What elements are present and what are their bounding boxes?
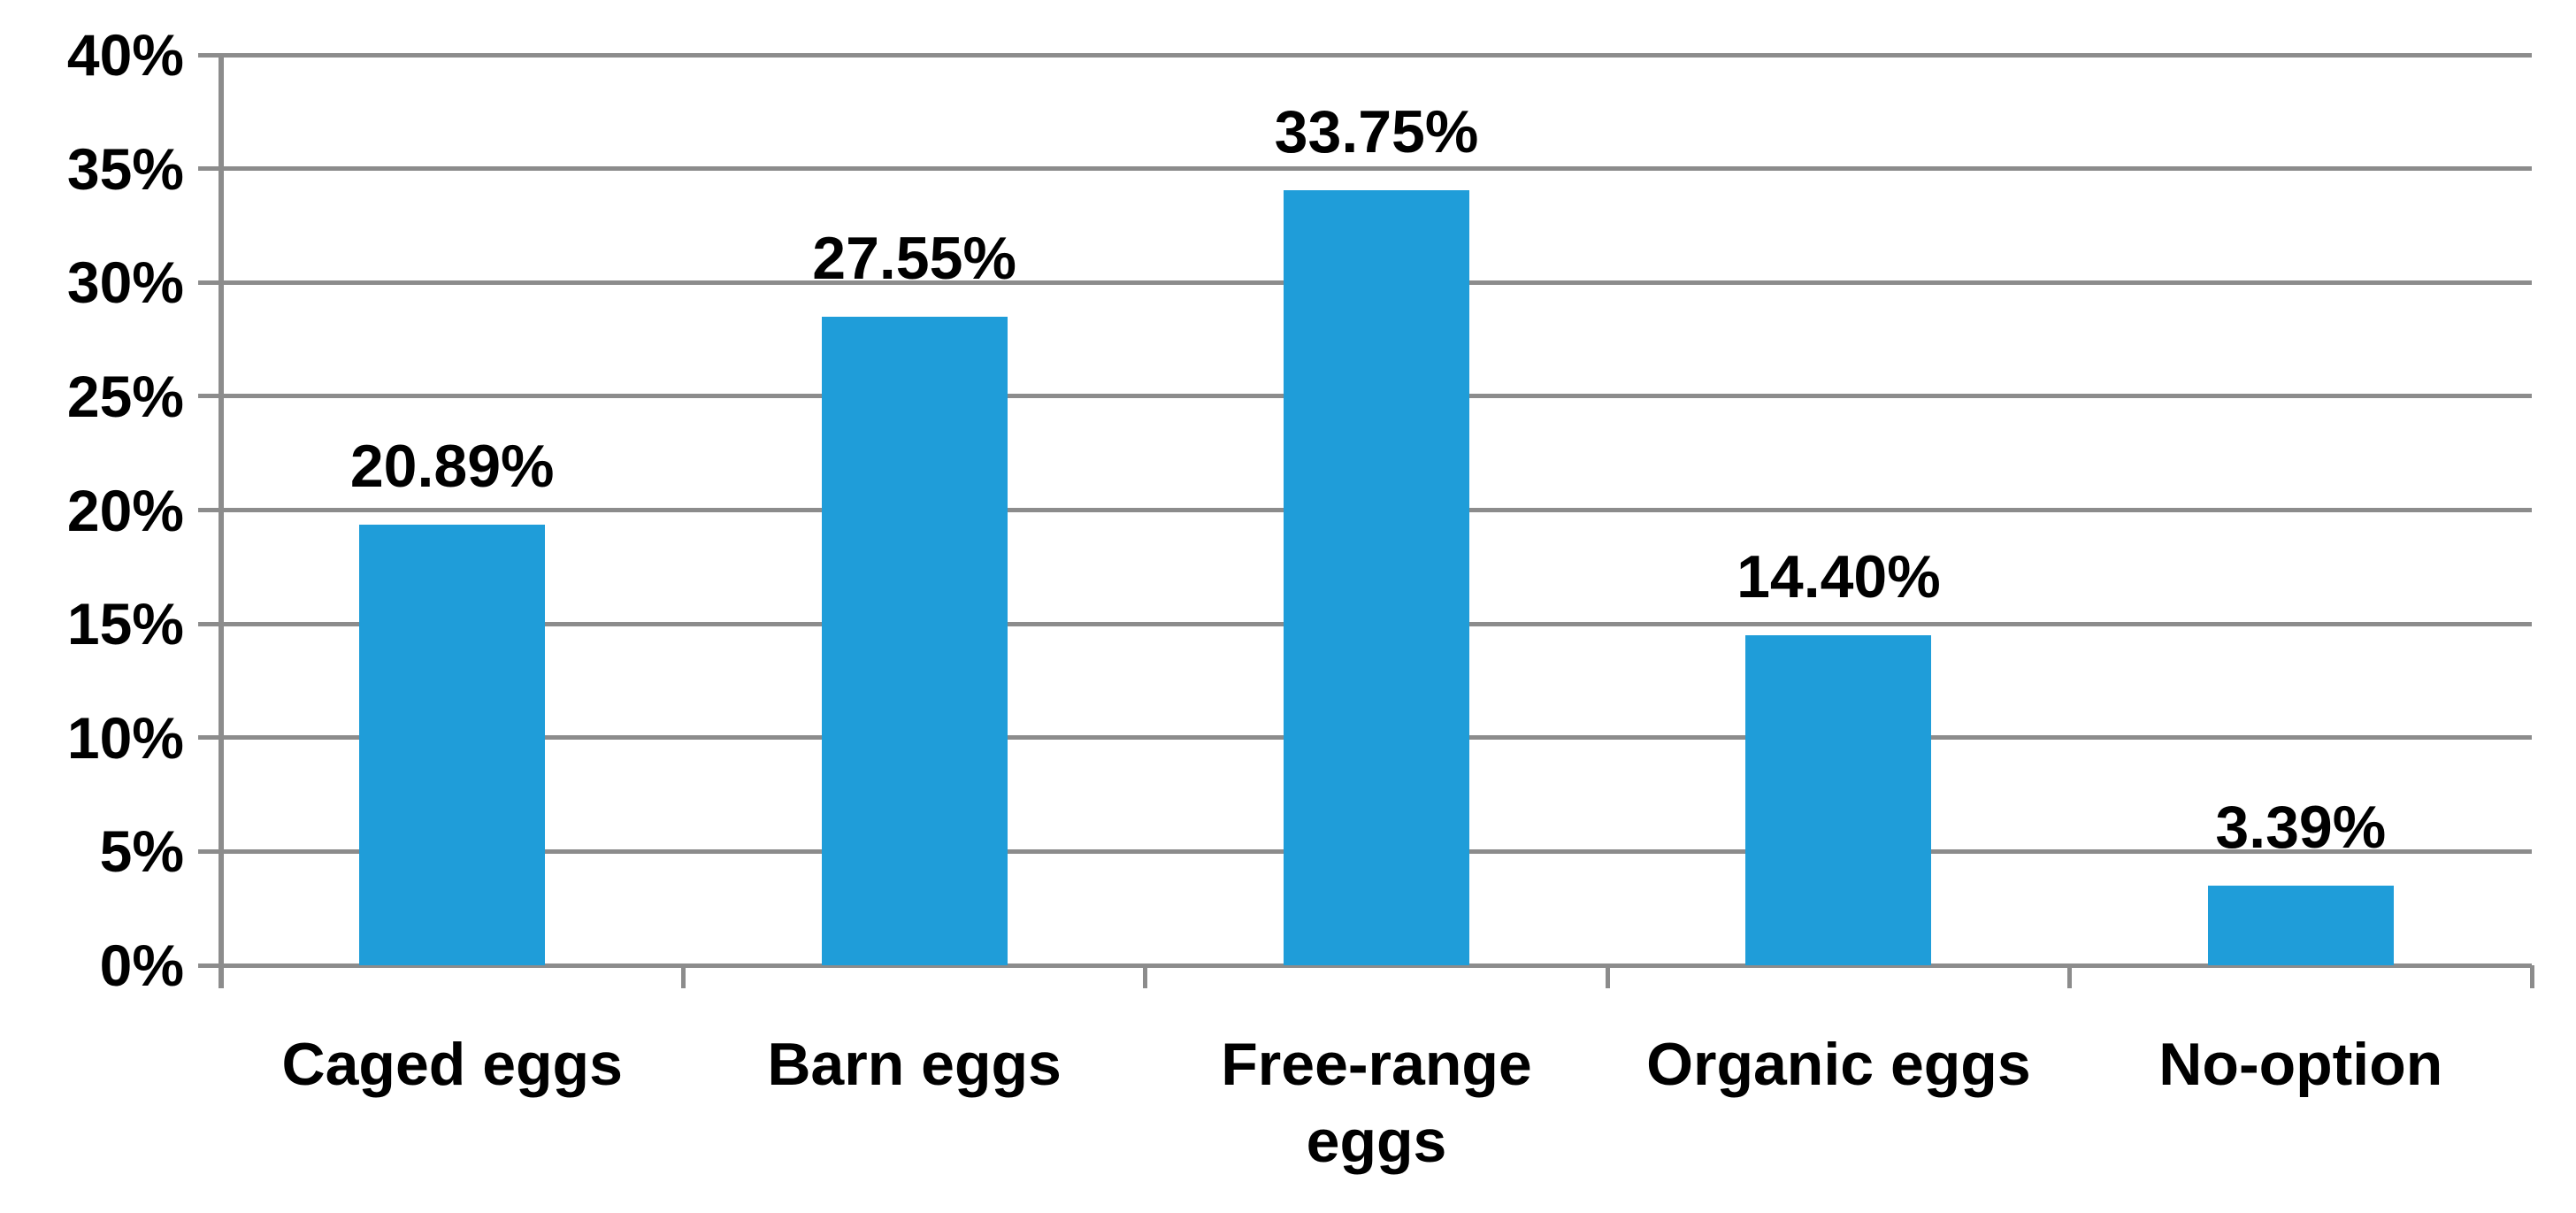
y-axis-tick [198, 848, 221, 854]
y-axis-tick [198, 735, 221, 741]
bar-value-label: 14.40% [1736, 543, 1941, 610]
x-axis-tick [218, 965, 224, 988]
y-gridline [221, 52, 2532, 58]
x-axis-tick [2067, 965, 2073, 988]
y-gridline [221, 963, 2532, 968]
y-axis-tick [198, 280, 221, 285]
y-axis-tick [198, 52, 221, 58]
x-axis-tick [1143, 965, 1148, 988]
x-category-label: No-option [2158, 1031, 2443, 1098]
y-axis-tick [198, 508, 221, 512]
bar-4 [1745, 635, 1932, 965]
plot-area: 0% 5% 10% 15% 20% 25% 30% 35% 40% 20.89% 27.55% 33.… [67, 26, 2534, 994]
x-axis-tick [2529, 965, 2534, 988]
y-tick-label: 5% [99, 818, 184, 885]
y-gridline [221, 166, 2532, 172]
y-axis-tick [198, 166, 221, 172]
bar-3 [1284, 190, 1469, 965]
y-tick-label: 20% [66, 477, 184, 543]
x-category-label: Barn eggs [767, 1031, 1062, 1098]
y-axis-tick [198, 621, 221, 626]
bar-1 [359, 524, 546, 965]
y-axis-tick [198, 963, 221, 968]
y-tick-label: 40% [66, 22, 184, 88]
x-axis-labels: Caged eggs Barn eggs Free-range eggs Organi… [221, 1026, 2532, 1212]
y-tick-label: 0% [99, 933, 184, 998]
bar-value-label: 3.39% [2215, 793, 2387, 861]
y-tick-label: 30% [66, 250, 184, 316]
y-tick-label: 15% [66, 591, 184, 657]
x-category-label: Caged eggs [281, 1031, 623, 1098]
x-axis-tick [1605, 965, 1610, 988]
y-axis-line [218, 55, 224, 988]
x-category-label: Free-range eggs [1221, 1031, 1532, 1176]
y-tick-label: 10% [66, 704, 184, 771]
bar-value-label: 27.55% [812, 224, 1016, 292]
bar-2 [821, 316, 1008, 965]
bar-5 [2207, 885, 2394, 965]
y-tick-label: 35% [66, 135, 184, 202]
x-category-label: Organic eggs [1646, 1031, 2031, 1098]
y-tick-label: 25% [66, 363, 184, 429]
y-axis-tick [198, 394, 221, 399]
bar-value-label: 33.75% [1274, 98, 1479, 166]
bar-value-label: 20.89% [349, 432, 555, 500]
x-axis-tick [680, 965, 686, 988]
